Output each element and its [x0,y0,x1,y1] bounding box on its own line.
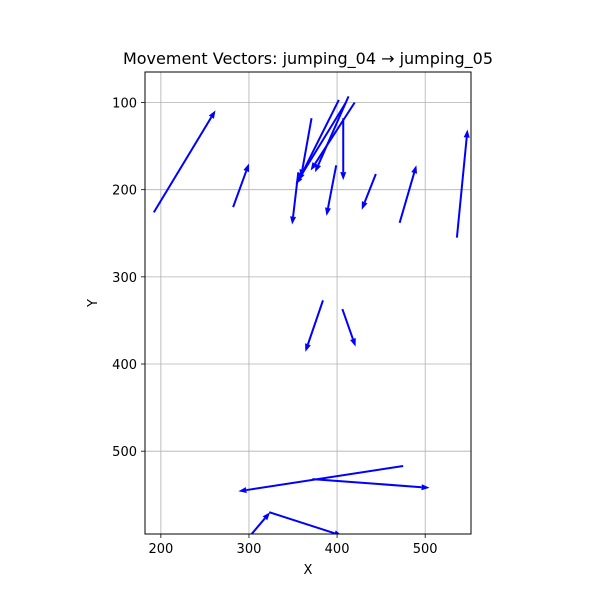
vector-shaft [398,172,416,224]
vector-arrowhead [262,512,271,521]
y-tick-label: 100 [112,97,137,112]
chart-title: Movement Vectors: jumping_04 → jumping_0… [123,49,493,69]
movement-vector [310,101,356,171]
y-tick-label: 400 [112,358,137,373]
movement-vector [152,110,216,213]
movement-vector [455,129,470,238]
movement-vector [238,465,404,494]
vector-arrowhead [361,201,368,210]
movement-vector [398,165,418,224]
vector-arrowhead [411,165,418,174]
x-tick-label: 500 [413,542,438,557]
movement-vector [341,308,356,347]
vector-arrowhead [325,207,331,216]
movement-vector [340,118,347,181]
vector-shaft [268,511,336,534]
y-tick-label: 500 [112,445,137,460]
vector-arrowhead [243,163,250,173]
vector-shaft [307,300,324,345]
y-axis-label: Y [86,299,101,308]
vector-shaft [341,308,354,340]
vector-shaft [312,478,422,489]
vector-shaft [298,101,347,179]
movement-vector [305,300,324,352]
vectors [152,96,470,534]
plot-frame [144,71,472,535]
vector-arrowhead [350,338,356,347]
y-tick-label: 300 [112,271,137,286]
vector-arrowhead [290,216,297,225]
vector-shaft [300,99,340,175]
vector-shaft [246,465,404,492]
vector-shaft [363,173,377,203]
vector-arrowhead [305,343,311,352]
movement-vector [232,163,250,208]
vector-arrowhead [421,484,430,491]
vector-shaft [314,101,356,165]
movement-vector [268,511,341,534]
vector-shaft [292,172,300,217]
vector-arrowhead [340,172,347,181]
x-tick-label: 400 [325,542,350,557]
vector-shaft [301,118,313,170]
vector-arrowhead [238,487,247,494]
vector-arrowhead [208,110,216,119]
vector-shaft [232,170,248,208]
x-tick-label: 200 [148,542,173,557]
ticks: 200 300 400 500 100 200 300 400 500 [112,97,437,557]
movement-vector [361,173,377,210]
y-tick-label: 200 [112,184,137,199]
vector-arrowhead [310,162,318,171]
vector-arrowhead [334,530,341,534]
x-axis-label: X [304,563,313,578]
movement-vector [312,478,430,491]
x-tick-label: 300 [237,542,262,557]
vector-shaft [250,517,266,534]
movement-vector [325,165,338,216]
movement-vector [250,512,271,534]
movement-vector [295,101,347,185]
vector-arrowhead [463,129,470,138]
vector-shaft [152,116,213,213]
vector-shaft [455,137,468,238]
movement-vector [290,172,300,225]
vector-shaft [327,165,338,209]
grid [145,72,471,534]
